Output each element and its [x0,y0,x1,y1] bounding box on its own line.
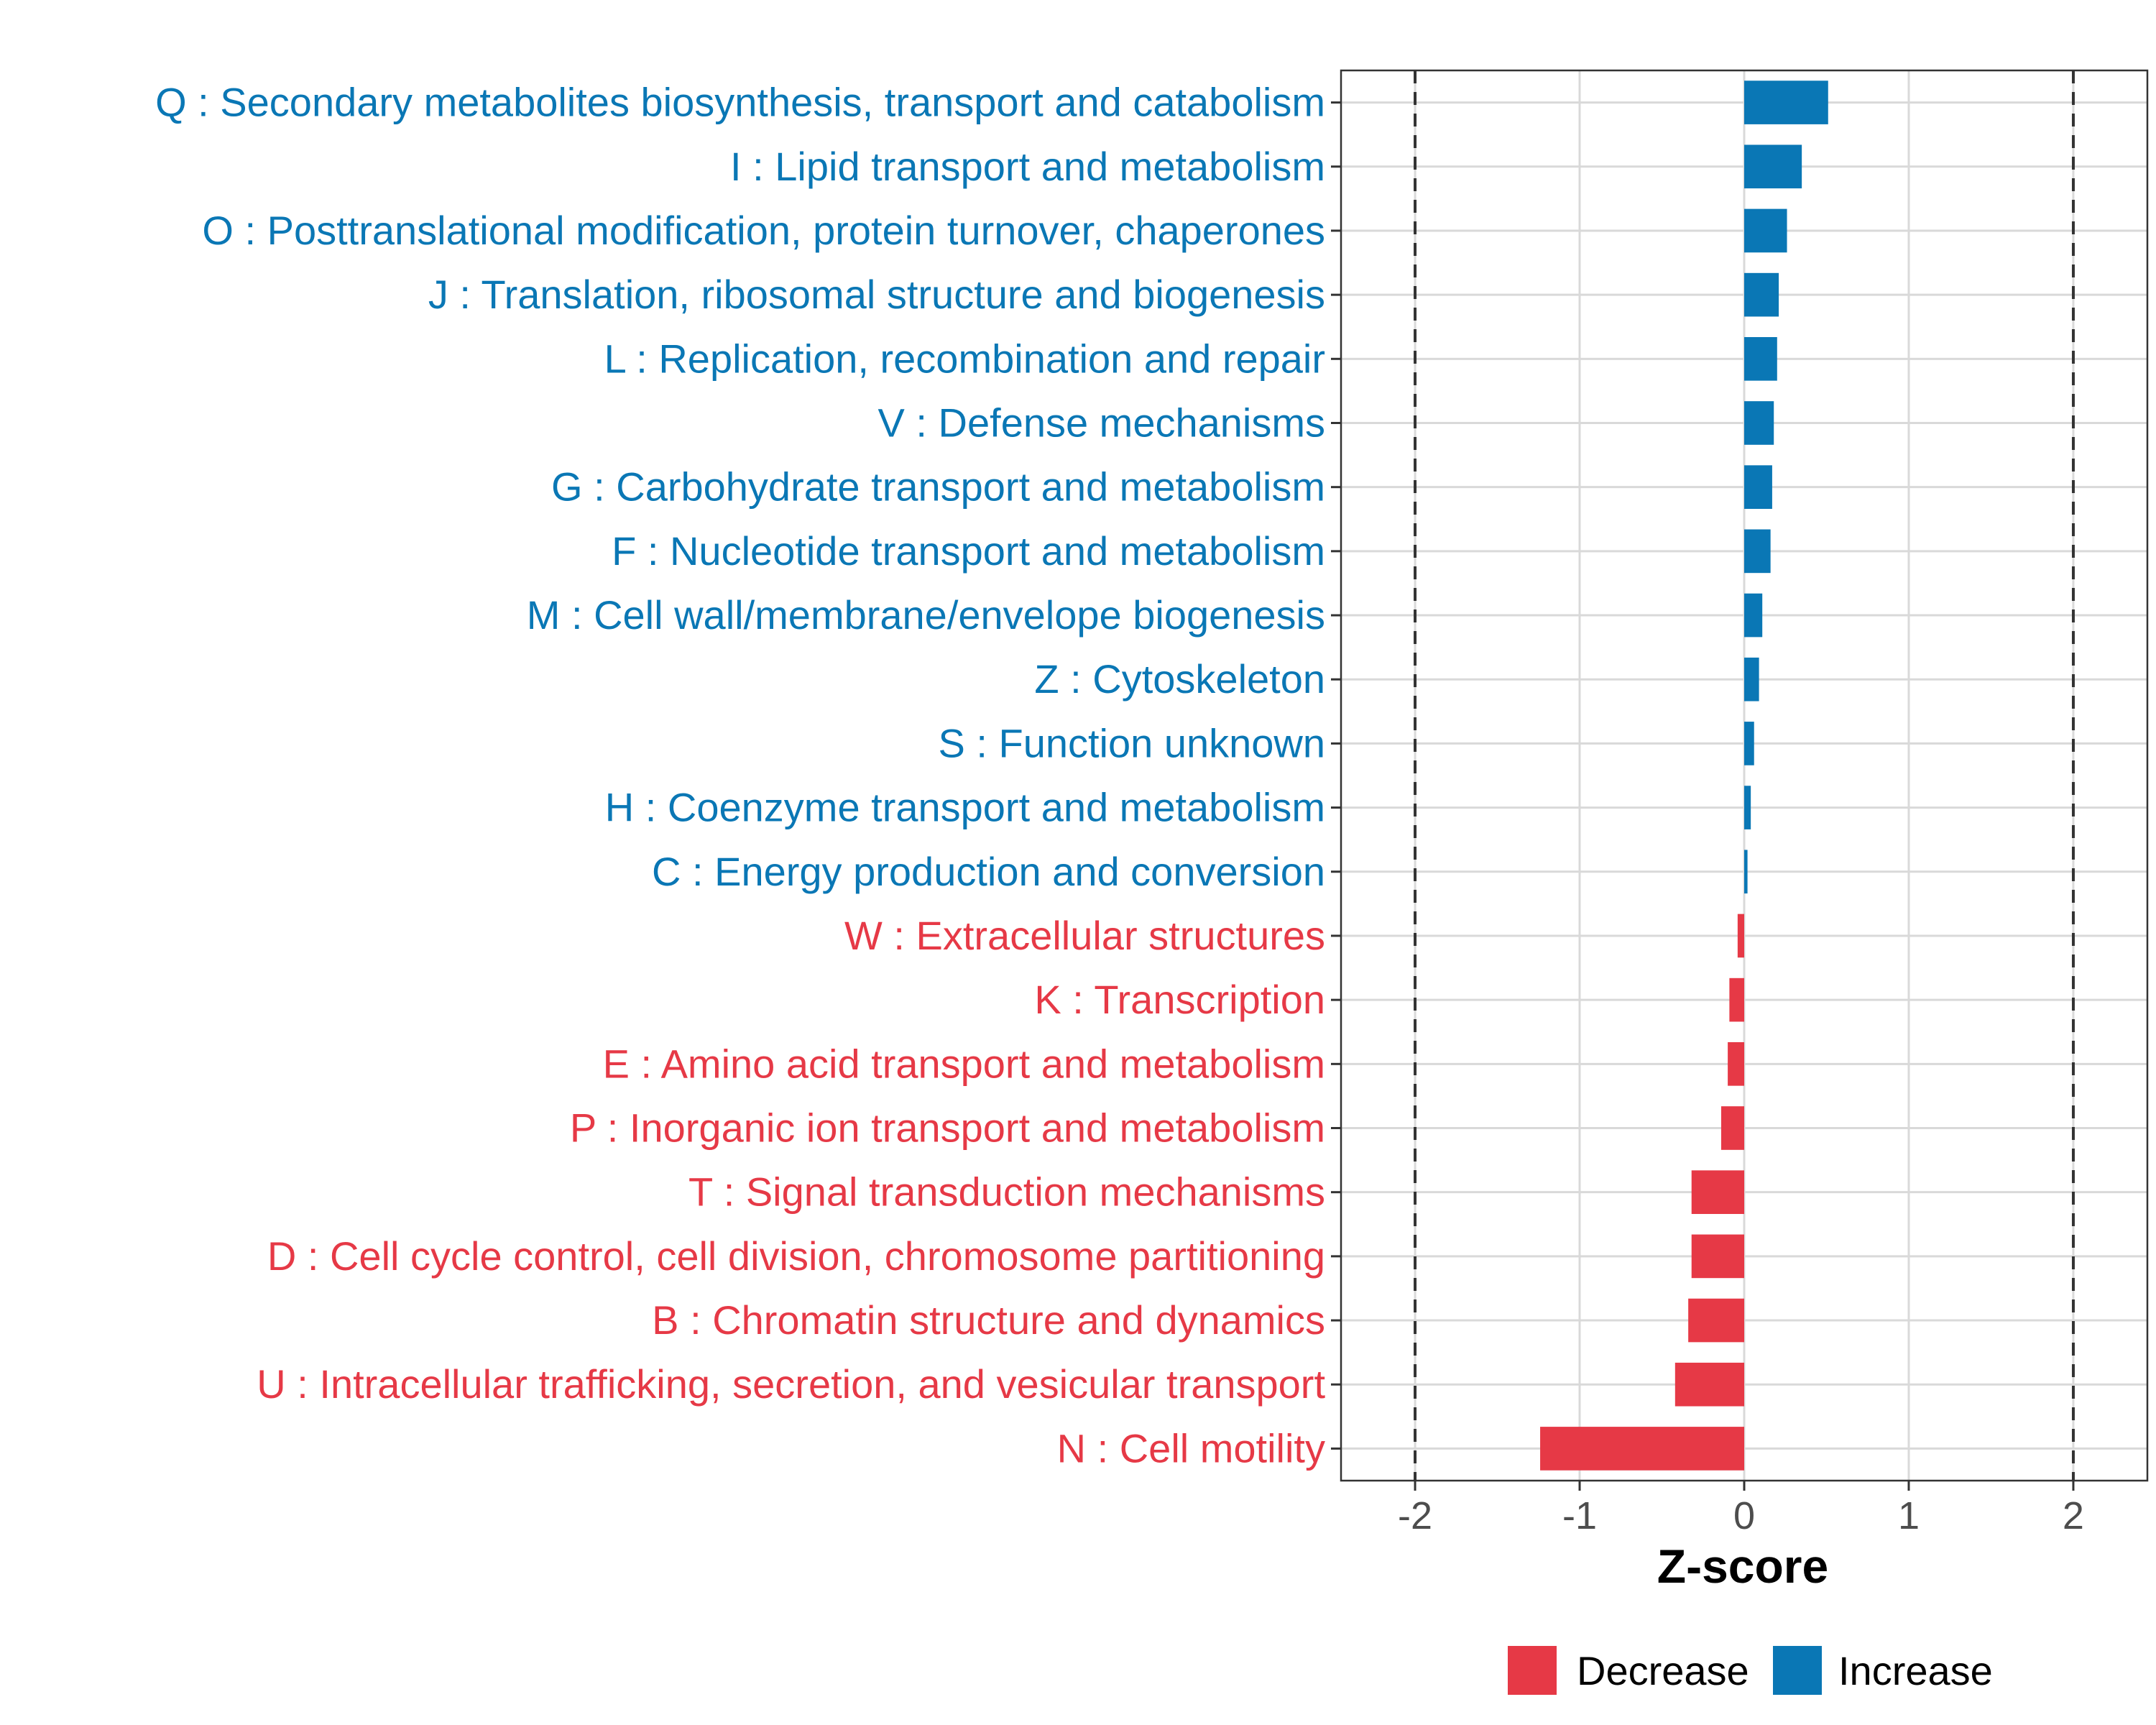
bar [1744,850,1748,894]
reference-lines [1414,70,2075,1481]
bar [1744,144,1802,189]
bar [1688,1298,1744,1343]
x-axis: -2 -1 0 1 2 [1398,1481,2084,1537]
x-tick-label: 2 [2063,1494,2084,1537]
bar [1720,1106,1744,1150]
category-label: N : Cell motility [1057,1425,1325,1471]
category-label: D : Cell cycle control, cell division, c… [267,1233,1325,1279]
category-label: K : Transcription [1034,977,1325,1022]
bar [1744,401,1774,445]
bar [1744,80,1828,124]
bar [1729,978,1744,1022]
category-label: H : Coenzyme transport and metabolism [605,785,1325,830]
category-label: I : Lipid transport and metabolism [730,144,1325,189]
category-axis: Q : Secondary metabolites biosynthesis, … [155,80,1341,1471]
category-label: L : Replication, recombination and repai… [604,336,1325,381]
bar [1691,1170,1744,1215]
category-label: J : Translation, ribosomal structure and… [428,272,1325,317]
category-label: M : Cell wall/membrane/envelope biogenes… [527,592,1325,638]
bar [1691,1234,1744,1279]
category-label: C : Energy production and conversion [652,849,1325,894]
x-tick-label: -1 [1562,1494,1597,1537]
category-label: G : Carbohydrate transport and metabolis… [551,464,1325,510]
legend-label-decrease: Decrease [1577,1648,1749,1693]
category-label: E : Amino acid transport and metabolism [603,1041,1325,1086]
category-label: S : Function unknown [938,720,1325,765]
legend: Decrease Increase [1508,1646,1993,1695]
category-label: W : Extracellular structures [844,913,1325,958]
x-axis-title: Z-score [1657,1540,1828,1593]
legend-label-increase: Increase [1838,1648,1993,1693]
category-label: T : Signal transduction mechanisms [688,1169,1325,1215]
bar [1540,1427,1744,1471]
x-tick-label: -2 [1398,1494,1432,1537]
category-label: Z : Cytoskeleton [1034,656,1325,702]
bar [1744,208,1787,253]
bar [1728,1041,1744,1086]
bar [1744,336,1777,381]
x-tick-label: 0 [1733,1494,1755,1537]
bar [1674,1362,1744,1407]
bar [1744,529,1771,574]
bars [1540,80,1828,1471]
bar [1744,657,1759,702]
category-label: F : Nucleotide transport and metabolism [612,528,1325,574]
legend-swatch-decrease [1508,1646,1557,1695]
bar [1744,786,1751,829]
category-label: U : Intracellular trafficking, secretion… [257,1361,1325,1407]
category-label: V : Defense mechanisms [878,400,1325,446]
category-label: Q : Secondary metabolites biosynthesis, … [155,80,1325,125]
bar [1737,914,1744,958]
bar [1744,272,1779,317]
category-label: P : Inorganic ion transport and metaboli… [570,1105,1325,1151]
category-label: B : Chromatin structure and dynamics [652,1297,1325,1343]
bar [1744,465,1772,510]
legend-swatch-increase [1773,1646,1822,1695]
category-label: O : Posttranslational modification, prot… [202,208,1325,253]
bar [1744,722,1754,765]
bar [1744,593,1763,638]
x-tick-label: 1 [1898,1494,1920,1537]
